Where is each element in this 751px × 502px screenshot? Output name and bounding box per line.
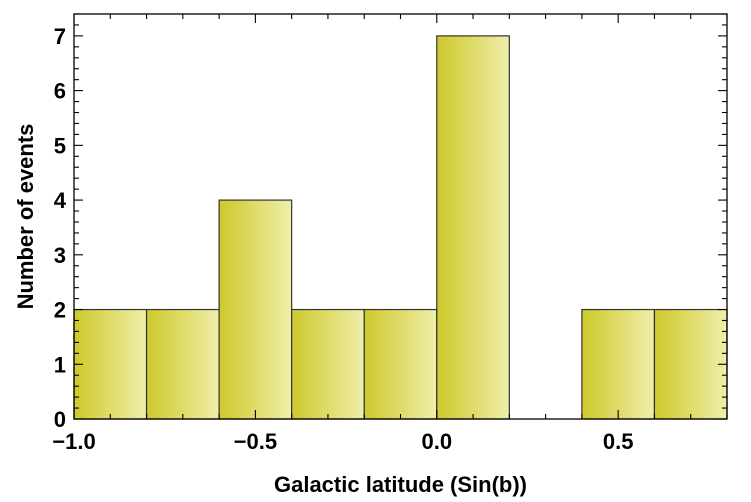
histogram-bar	[218, 199, 293, 420]
y-tick-label: 2	[54, 298, 66, 323]
tick-labels: −1.0 −0.5 0.0 0.5 0 1 2 3 4 5 6 7	[52, 24, 633, 454]
y-tick-label: 6	[54, 79, 66, 104]
histogram-bar	[363, 308, 438, 420]
plot-frame	[73, 13, 728, 420]
y-tick-label: 5	[54, 133, 66, 158]
y-tick-label: 7	[54, 24, 66, 49]
histogram-bar	[291, 308, 365, 420]
histogram-bar	[73, 308, 148, 420]
x-axis-title: Galactic latitude (Sin(b))	[274, 472, 527, 497]
y-tick-label: 3	[54, 243, 66, 268]
x-tick-label: −1.0	[52, 429, 95, 454]
y-tick-label: 1	[54, 352, 66, 377]
histogram-bar	[145, 308, 220, 420]
y-tick-label: 4	[54, 188, 67, 213]
y-axis-title: Number of events	[13, 124, 38, 310]
x-tick-label: −0.5	[234, 429, 277, 454]
x-tick-label: 0.5	[603, 429, 634, 454]
x-tick-label: 0.0	[421, 429, 452, 454]
y-tick-label: 0	[54, 407, 66, 432]
bars	[73, 35, 728, 420]
histogram-bar	[653, 308, 728, 420]
histogram-bar	[436, 35, 510, 420]
histogram-bar	[581, 308, 656, 420]
